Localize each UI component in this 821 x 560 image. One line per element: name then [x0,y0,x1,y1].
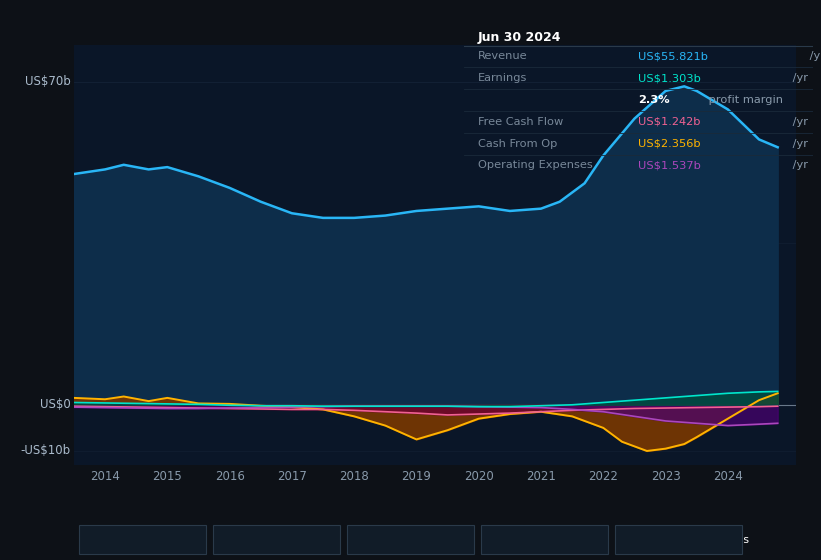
Text: Earnings: Earnings [478,73,527,83]
Text: ●: ● [357,535,366,545]
Text: US$2.356b: US$2.356b [639,139,701,149]
Text: US$1.303b: US$1.303b [639,73,701,83]
Text: /yr: /yr [789,139,808,149]
Text: Cash From Op: Cash From Op [506,535,582,545]
Text: Earnings: Earnings [238,535,285,545]
Text: US$0: US$0 [39,398,71,411]
Text: -US$10b: -US$10b [21,445,71,458]
Text: /yr: /yr [789,161,808,170]
Text: Revenue: Revenue [478,52,527,62]
Text: ●: ● [491,535,500,545]
Text: /yr: /yr [789,117,808,127]
Text: /yr: /yr [805,52,821,62]
Text: ●: ● [625,535,634,545]
Text: Jun 30 2024: Jun 30 2024 [478,31,562,44]
Text: Free Cash Flow: Free Cash Flow [478,117,563,127]
Text: US$70b: US$70b [25,75,71,88]
Text: 2.3%: 2.3% [639,95,670,105]
Text: Operating Expenses: Operating Expenses [478,161,593,170]
Text: Revenue: Revenue [103,535,151,545]
Text: /yr: /yr [789,73,808,83]
Text: Operating Expenses: Operating Expenses [639,535,749,545]
Text: US$55.821b: US$55.821b [639,52,709,62]
Text: Cash From Op: Cash From Op [478,139,557,149]
Text: profit margin: profit margin [705,95,783,105]
Text: ●: ● [223,535,232,545]
Text: Free Cash Flow: Free Cash Flow [372,535,453,545]
Text: US$1.242b: US$1.242b [639,117,701,127]
Text: US$1.537b: US$1.537b [639,161,701,170]
Text: ●: ● [89,535,99,545]
